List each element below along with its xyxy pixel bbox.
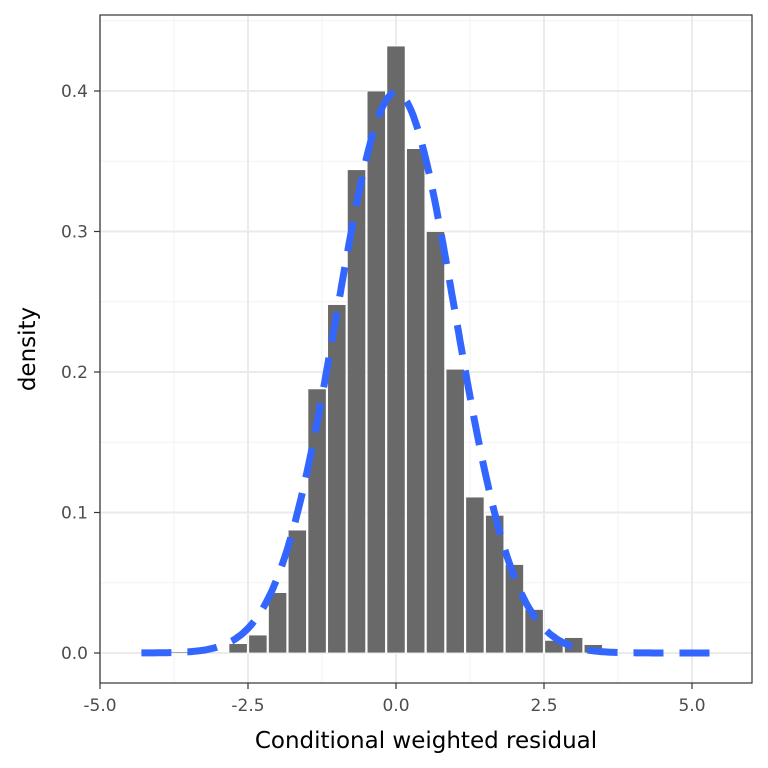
x-tick-label: 5.0 [678, 696, 705, 716]
histogram-bar [268, 592, 288, 654]
histogram-bar [465, 496, 485, 654]
histogram-bar [169, 651, 189, 654]
histogram-bar [327, 304, 347, 654]
histogram-bar [485, 514, 505, 654]
histogram-bar [248, 634, 268, 654]
histogram-bar [425, 231, 446, 654]
x-axis-title: Conditional weighted residual [255, 728, 597, 754]
y-tick-label: 0.1 [61, 504, 88, 524]
x-tick-label: -5.0 [83, 696, 116, 716]
histogram-bar [366, 90, 386, 654]
y-tick-label: 0.0 [61, 644, 88, 664]
y-tick-label: 0.3 [61, 223, 88, 243]
panel-border [99, 14, 753, 684]
y-tick-label: 0.4 [61, 82, 88, 102]
y-tick-label: 0.2 [61, 363, 88, 383]
histogram-bar [504, 564, 524, 654]
x-tick-label: -2.5 [231, 696, 264, 716]
x-tick-label: 0.0 [382, 696, 409, 716]
histogram-bar [287, 529, 307, 654]
y-axis-title: density [15, 307, 41, 391]
normal-density-curve [141, 88, 716, 657]
histogram-bar [524, 609, 544, 654]
histogram-bar [406, 148, 426, 654]
histogram-bar [228, 643, 248, 654]
x-tick-label: 2.5 [530, 696, 557, 716]
histogram-bar [445, 368, 465, 654]
histogram-bar [346, 169, 367, 654]
histogram-bar [386, 45, 406, 654]
